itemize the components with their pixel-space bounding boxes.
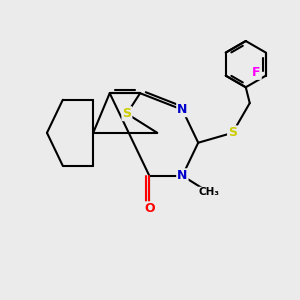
Text: F: F <box>252 66 261 79</box>
Text: N: N <box>177 103 188 116</box>
Text: O: O <box>144 202 155 215</box>
Text: N: N <box>177 169 188 182</box>
Text: S: S <box>228 126 237 139</box>
Text: S: S <box>122 107 131 120</box>
Text: CH₃: CH₃ <box>198 187 219 197</box>
